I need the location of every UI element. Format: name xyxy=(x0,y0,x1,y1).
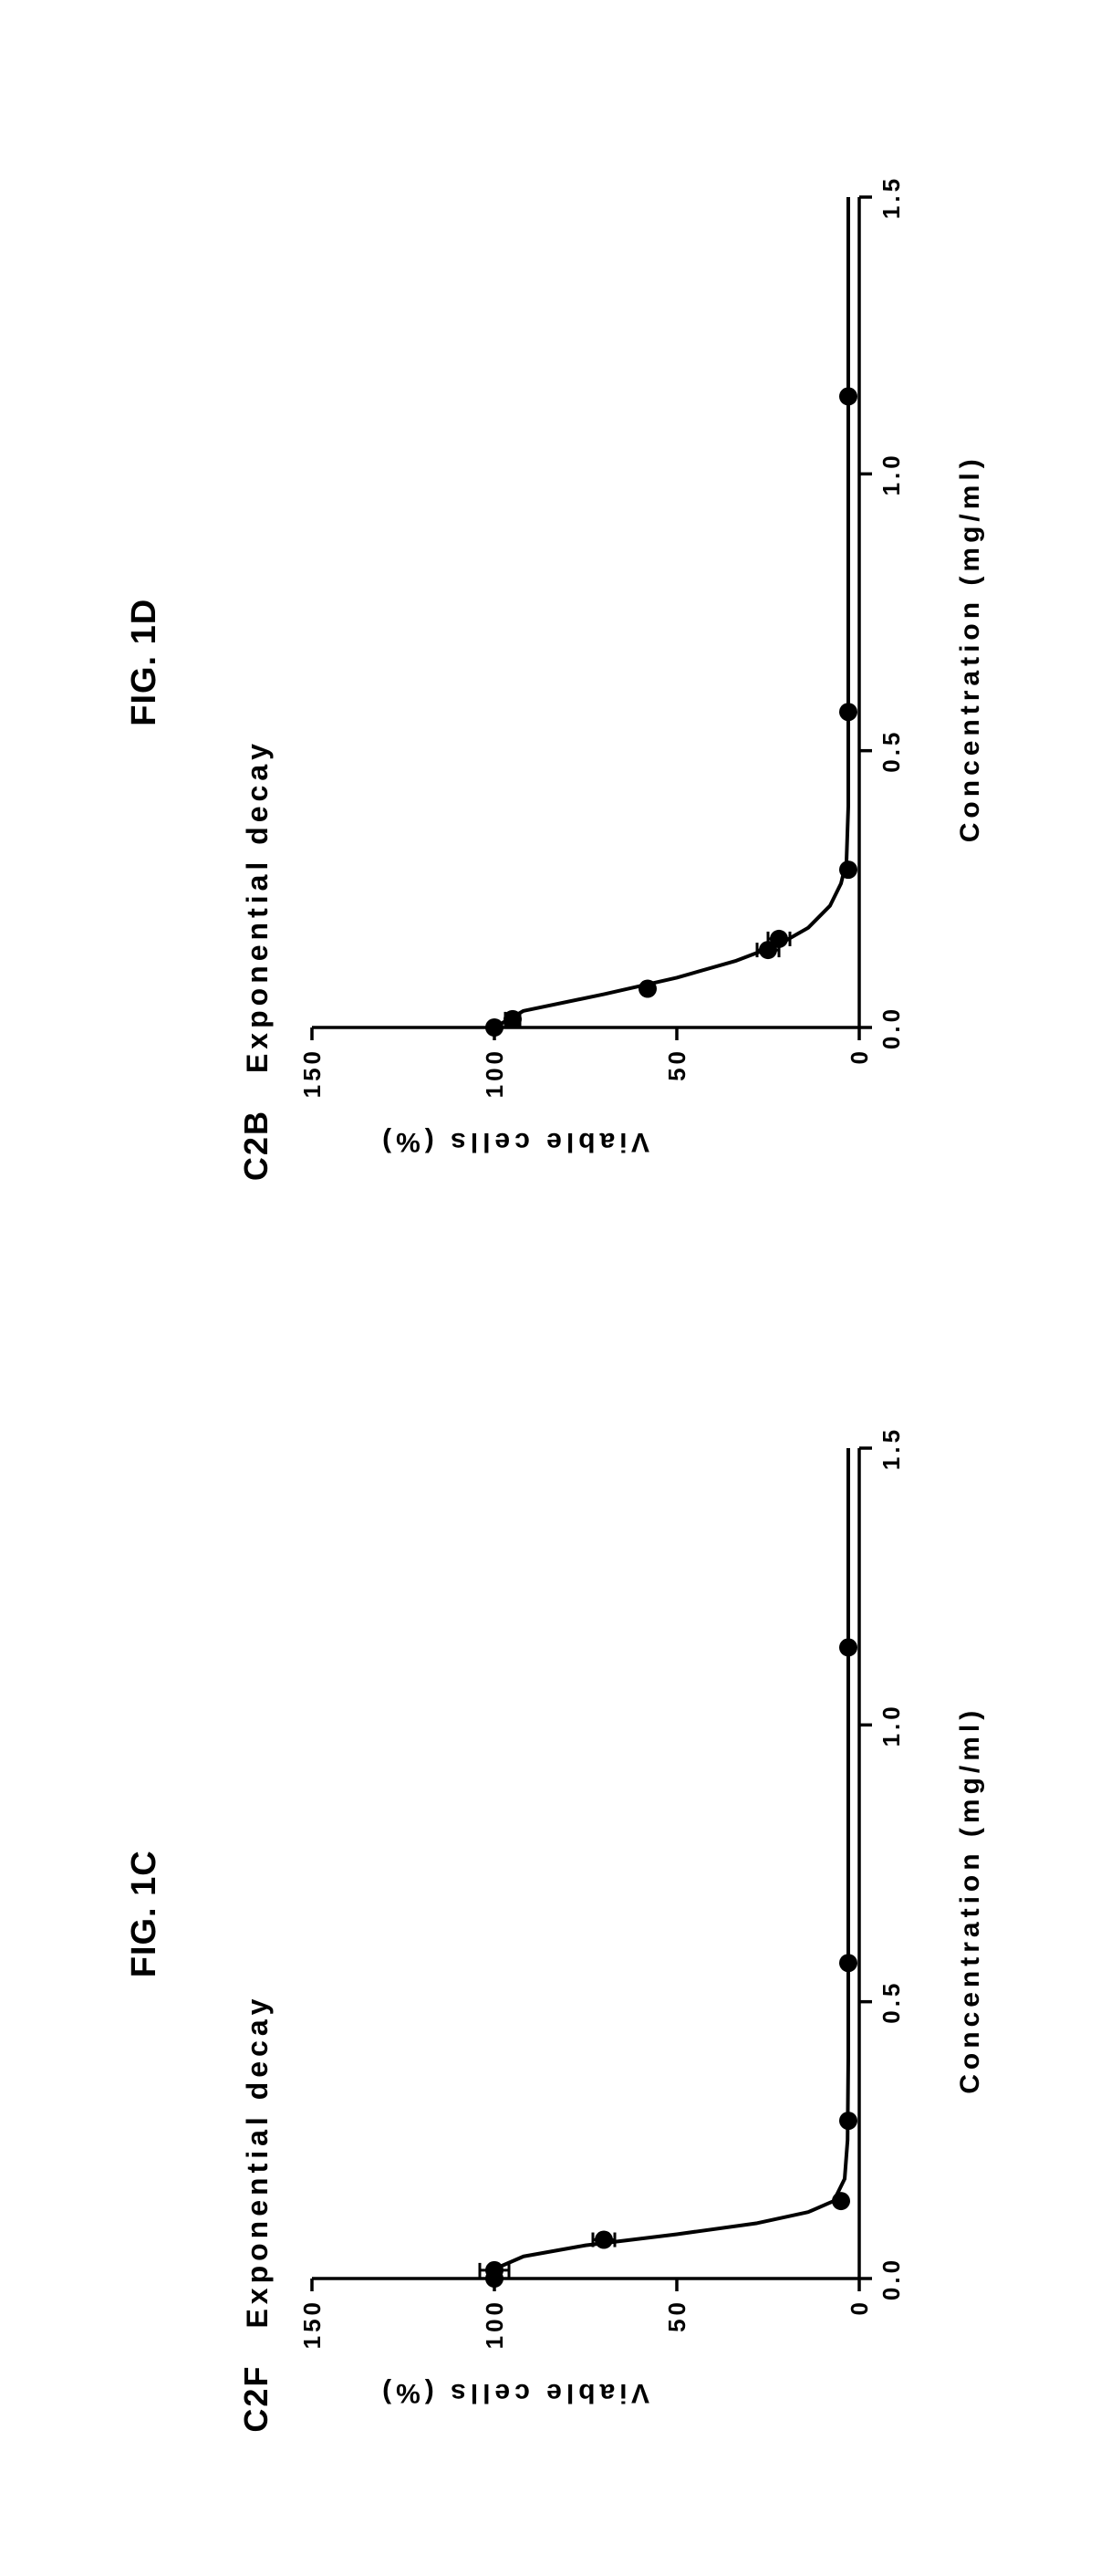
chart-subtitle: Exponential decay xyxy=(241,739,275,1073)
plot-col: 0 50 100 150 0.0 0.5 1.0 1.5 Concentration (mg/… xyxy=(285,1421,986,2379)
svg-text:0.5: 0.5 xyxy=(877,728,905,772)
y-axis-label: Viable cells (%) xyxy=(622,1126,649,1157)
svg-text:150: 150 xyxy=(298,2299,326,2349)
chart-wrap: Viable cells (%) 0 50 100 150 0.0 0.5 1.0 1.5 C… xyxy=(285,1421,986,2406)
svg-text:50: 50 xyxy=(663,2299,690,2332)
svg-text:1.0: 1.0 xyxy=(877,452,905,495)
chart-name: C2B xyxy=(237,1110,275,1181)
chart-wrap: Viable cells (%) 0 50 100 150 0.0 0.5 1.0 1.5 C… xyxy=(285,170,986,1155)
chart-title-row: C2B Exponential decay xyxy=(237,61,275,1263)
x-axis-label: Concentration (mg/ml) xyxy=(955,1706,986,2094)
svg-text:100: 100 xyxy=(481,1048,508,1098)
svg-text:100: 100 xyxy=(481,2299,508,2349)
chart-subtitle: Exponential decay xyxy=(241,1995,275,2329)
y-axis-label: Viable cells (%) xyxy=(622,2377,649,2408)
panel-fig1d: FIG. 1D C2B Exponential decay Viable cel… xyxy=(125,61,986,1263)
panel-fig1c: FIG. 1C C2F Exponential decay Viable cel… xyxy=(125,1313,986,2515)
svg-text:0: 0 xyxy=(846,1048,873,1064)
chart-svg: 0 50 100 150 0.0 0.5 1.0 1.5 xyxy=(285,170,941,1128)
svg-text:1.0: 1.0 xyxy=(877,1704,905,1747)
svg-text:0: 0 xyxy=(846,2299,873,2315)
x-axis-label: Concentration (mg/ml) xyxy=(955,454,986,842)
svg-text:0.0: 0.0 xyxy=(877,1006,905,1049)
plot-col: 0 50 100 150 0.0 0.5 1.0 1.5 Concentration (mg/… xyxy=(285,170,986,1128)
chart-title-row: C2F Exponential decay xyxy=(237,1313,275,2515)
chart-name: C2F xyxy=(237,2365,275,2433)
svg-text:1.5: 1.5 xyxy=(877,175,905,219)
svg-text:50: 50 xyxy=(663,1048,690,1081)
figure-row: FIG. 1C C2F Exponential decay Viable cel… xyxy=(0,0,1111,2576)
fig-label: FIG. 1D xyxy=(125,599,164,726)
svg-text:0.5: 0.5 xyxy=(877,1980,905,2024)
svg-text:0.0: 0.0 xyxy=(877,2257,905,2300)
fig-label: FIG. 1C xyxy=(125,1850,164,1977)
svg-text:1.5: 1.5 xyxy=(877,1426,905,1470)
chart-svg: 0 50 100 150 0.0 0.5 1.0 1.5 xyxy=(285,1421,941,2379)
svg-text:150: 150 xyxy=(298,1048,326,1098)
